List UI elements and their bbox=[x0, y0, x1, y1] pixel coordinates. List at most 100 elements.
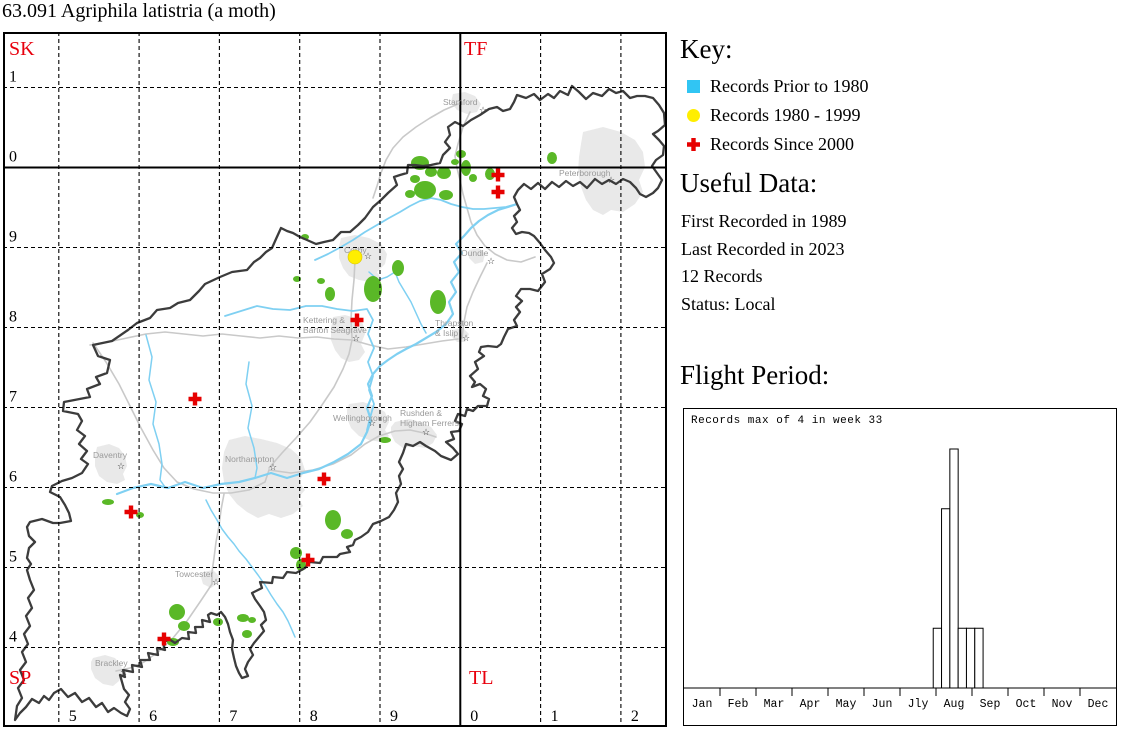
key-square-icon bbox=[686, 79, 701, 94]
record-1980-1999-marker bbox=[347, 249, 363, 265]
map-frame bbox=[3, 32, 667, 727]
record-since-2000-marker bbox=[157, 632, 171, 646]
town-star-icon: ☆ bbox=[212, 578, 220, 588]
easting-label: 7 bbox=[229, 708, 237, 725]
easting-label: 1 bbox=[551, 708, 559, 725]
easting-label: 2 bbox=[631, 708, 639, 725]
key-item: Records Prior to 1980 bbox=[686, 72, 868, 101]
key-item-label: Records Prior to 1980 bbox=[710, 76, 869, 96]
key-item: Records 1980 - 1999 bbox=[686, 101, 868, 130]
svg-text:& Islip: & Islip bbox=[435, 328, 458, 338]
useful-data-list: First Recorded in 1989 Last Recorded in 2… bbox=[681, 208, 846, 318]
town: Peterborough☆ bbox=[559, 168, 615, 186]
svg-text:Northampton: Northampton bbox=[225, 454, 274, 464]
month-label: Jly bbox=[908, 698, 929, 711]
month-label: Mar bbox=[764, 698, 785, 711]
month-label: Dec bbox=[1088, 698, 1109, 711]
svg-text:Rushden &: Rushden & bbox=[400, 408, 442, 418]
grid-square-label-sp: SP bbox=[9, 667, 31, 689]
flight-period-bar bbox=[965, 627, 976, 689]
month-label: Apr bbox=[800, 698, 821, 711]
record-since-2000-marker bbox=[491, 185, 505, 199]
town-star-icon: ☆ bbox=[269, 463, 277, 473]
town-star-icon: ☆ bbox=[368, 419, 376, 429]
grid-lines bbox=[3, 32, 667, 727]
easting-label: 8 bbox=[310, 708, 318, 725]
month-label: Jan bbox=[692, 698, 713, 711]
town-star-icon: ☆ bbox=[607, 176, 615, 186]
key-item-label: Records Since 2000 bbox=[710, 134, 854, 154]
svg-text:Kettering &: Kettering & bbox=[303, 315, 345, 325]
easting-label: 9 bbox=[390, 708, 398, 725]
northing-label: 6 bbox=[9, 469, 17, 486]
svg-text:Thrapston: Thrapston bbox=[435, 318, 474, 328]
svg-text:Wellingborough: Wellingborough bbox=[333, 413, 392, 423]
northing-label: 8 bbox=[9, 309, 17, 326]
northing-label: 5 bbox=[9, 549, 17, 566]
useful-data-line: First Recorded in 1989 bbox=[681, 211, 847, 231]
town: Stamford☆ bbox=[443, 97, 487, 116]
northing-label: 9 bbox=[9, 229, 17, 246]
easting-label: 5 bbox=[69, 708, 77, 725]
town-star-icon: ☆ bbox=[120, 668, 128, 678]
key-circle-icon bbox=[686, 108, 701, 123]
distribution-map: Stamford☆Peterborough☆Oundle☆Corby☆Kette… bbox=[3, 32, 667, 727]
key-item: Records Since 2000 bbox=[686, 130, 868, 159]
svg-text:Towcester: Towcester bbox=[175, 569, 213, 579]
northing-label: 4 bbox=[9, 629, 17, 646]
town-star-icon: ☆ bbox=[364, 252, 372, 262]
useful-data-line: Last Recorded in 2023 bbox=[681, 238, 845, 259]
grid-square-label-tl: TL bbox=[469, 667, 493, 689]
month-label: Aug bbox=[944, 698, 965, 711]
town-star-icon: ☆ bbox=[462, 334, 470, 344]
svg-text:Barton Seagrave: Barton Seagrave bbox=[303, 325, 367, 335]
town: Brackley☆ bbox=[95, 658, 128, 678]
key-cross-icon bbox=[686, 137, 701, 152]
grid-square-label-tf: TF bbox=[464, 38, 487, 60]
useful-data-line: 12 Records bbox=[681, 266, 763, 286]
easting-label: 0 bbox=[470, 708, 478, 725]
month-label: Sep bbox=[980, 698, 1001, 711]
northing-label: 1 bbox=[9, 69, 17, 86]
town-star-icon: ☆ bbox=[487, 257, 495, 267]
town: Northampton☆ bbox=[225, 454, 277, 473]
record-since-2000-marker bbox=[124, 505, 138, 519]
flight-period-bar bbox=[949, 448, 959, 689]
town-star-icon: ☆ bbox=[117, 462, 125, 472]
grid-square-label-sk: SK bbox=[9, 38, 35, 60]
record-since-2000-marker bbox=[317, 472, 331, 486]
month-label: Feb bbox=[728, 698, 749, 711]
flight-period-chart: Records max of 4 in week 33 Jan Feb Mar Apr… bbox=[683, 408, 1117, 726]
svg-text:Brackley: Brackley bbox=[95, 658, 128, 668]
town-star-icon: ☆ bbox=[352, 334, 360, 344]
northing-label: 7 bbox=[9, 389, 17, 406]
month-label: Jun bbox=[872, 698, 893, 711]
town: Thrapston& Islip ☆ bbox=[435, 318, 474, 344]
record-since-2000-marker bbox=[350, 313, 364, 327]
record-since-2000-marker bbox=[301, 553, 315, 567]
month-label: Oct bbox=[1016, 698, 1037, 711]
map-background bbox=[3, 32, 667, 727]
urban-areas bbox=[91, 92, 645, 686]
key-heading: Key: bbox=[680, 34, 733, 64]
town: Rushden &Higham Ferrers☆ bbox=[400, 408, 459, 438]
useful-data-heading: Useful Data: bbox=[680, 168, 818, 198]
town: Towcester☆ bbox=[175, 569, 220, 588]
flight-period-heading: Flight Period: bbox=[680, 360, 830, 390]
county-boundary bbox=[13, 84, 667, 722]
page-title: 63.091 Agriphila latistria (a moth) bbox=[2, 0, 276, 22]
chart-annotation: Records max of 4 in week 33 bbox=[691, 415, 883, 427]
key-item-label: Records 1980 - 1999 bbox=[710, 105, 861, 125]
easting-label: 6 bbox=[149, 708, 157, 725]
svg-text:Stamford: Stamford bbox=[443, 97, 478, 107]
svg-text:Peterborough: Peterborough bbox=[559, 168, 611, 178]
northing-label: 0 bbox=[9, 149, 17, 166]
month-label: May bbox=[836, 698, 857, 711]
key-legend: Records Prior to 1980 Records 1980 - 1999… bbox=[686, 72, 868, 159]
town-star-icon: ☆ bbox=[422, 428, 430, 438]
town-labels-layer: Stamford☆Peterborough☆Oundle☆Corby☆Kette… bbox=[93, 97, 615, 678]
month-label: Nov bbox=[1052, 698, 1073, 711]
roads bbox=[89, 103, 536, 672]
